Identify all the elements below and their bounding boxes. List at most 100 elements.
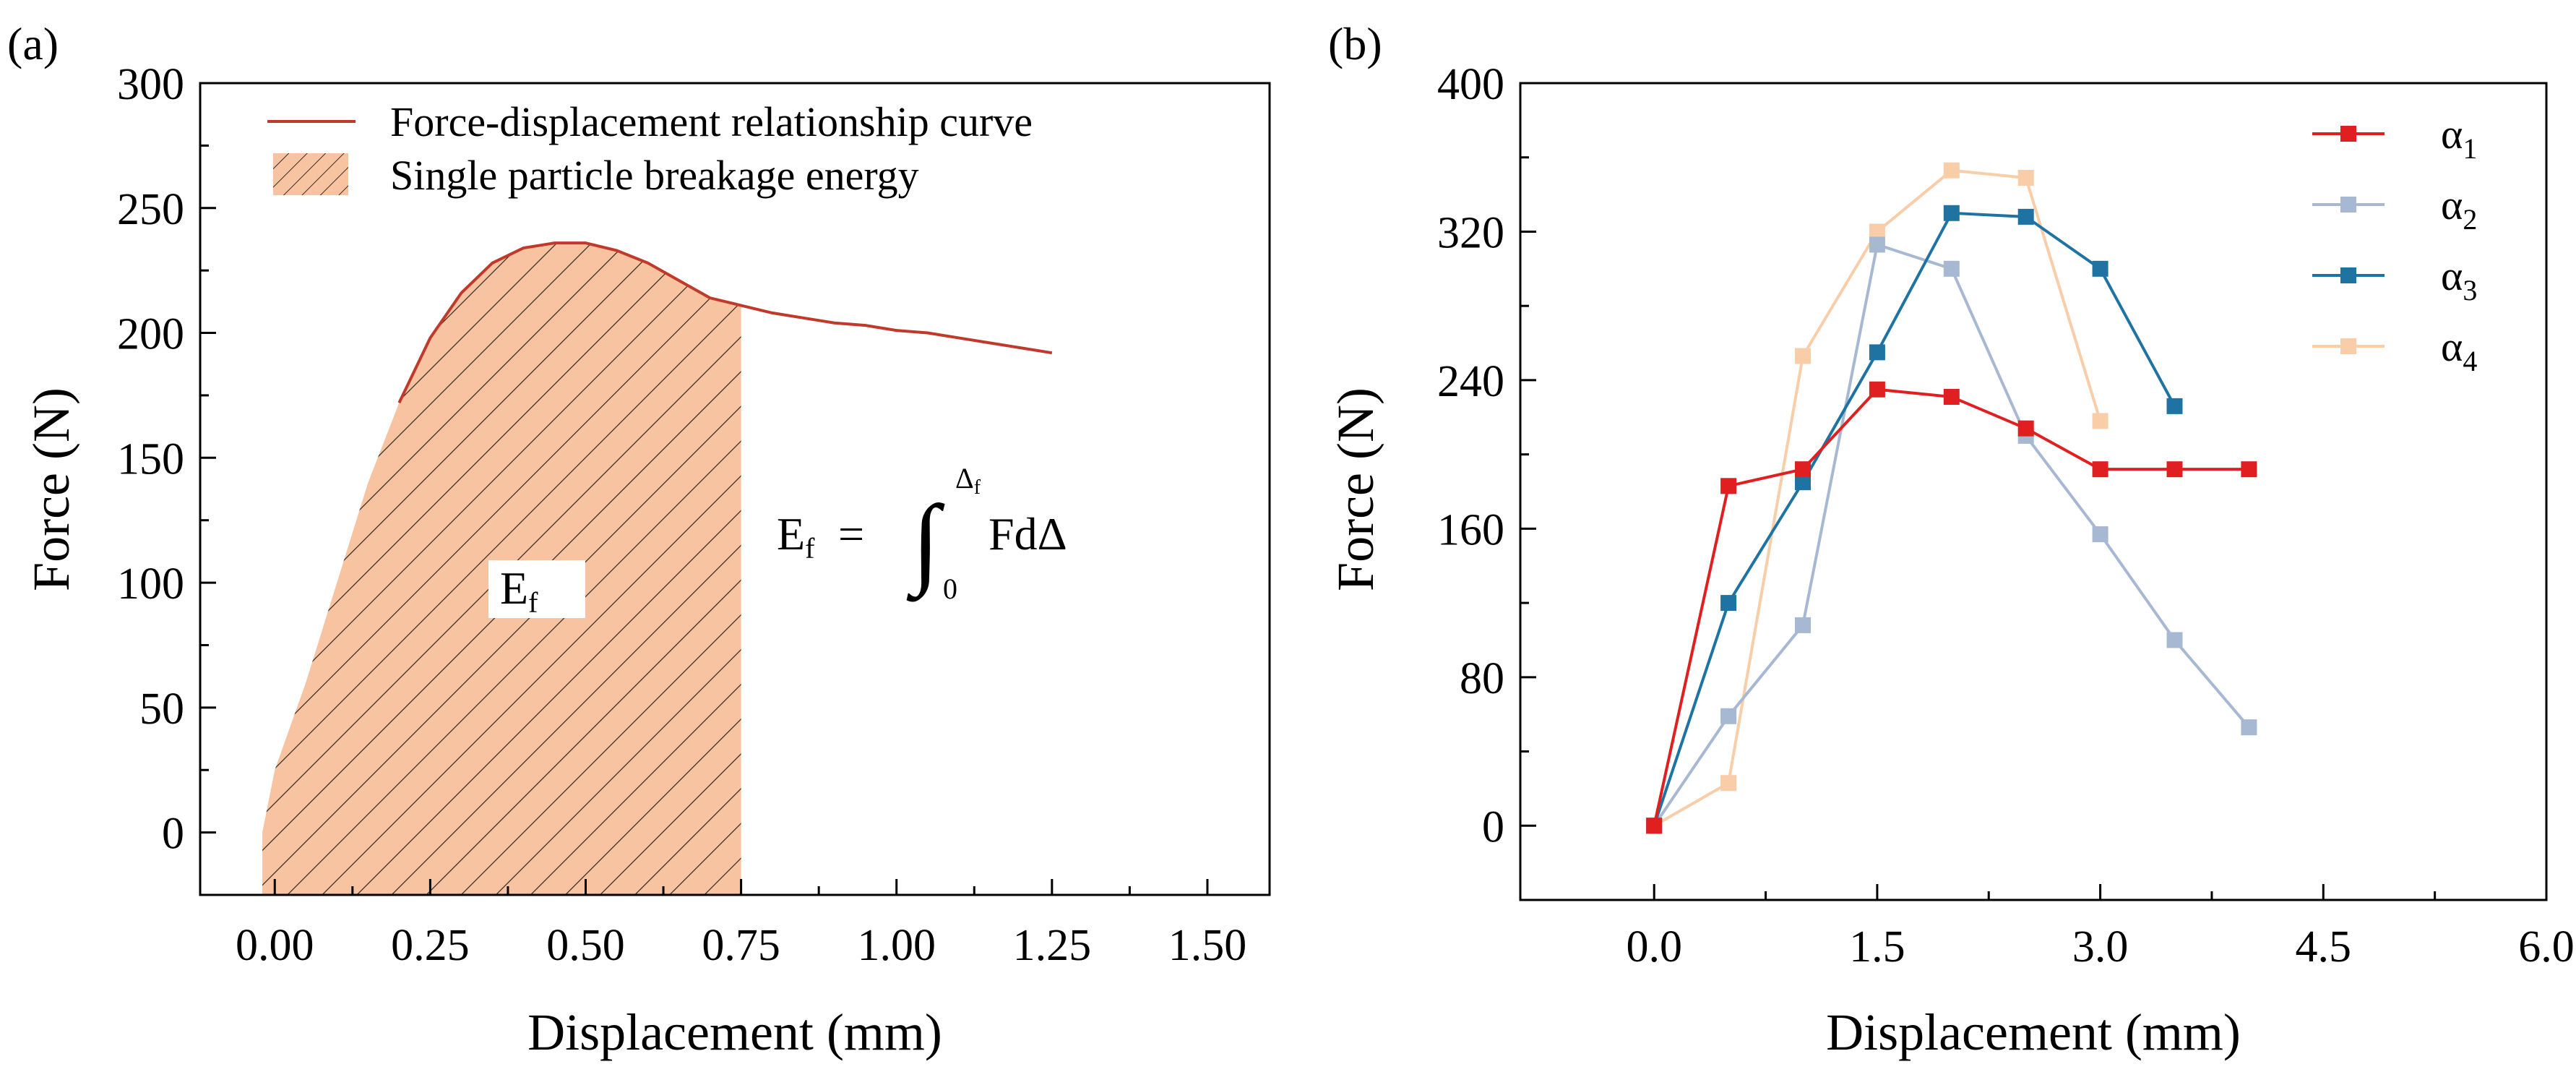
y-tick-label-a: 100 [117,559,184,609]
legend-a-area-swatch [273,153,348,195]
data-point-alpha-3 [1869,344,1885,361]
y-axis-b: 0 80 160 240 320 400 [1437,60,1536,852]
data-point-alpha-1 [1795,461,1812,478]
series-alpha-2 [1646,236,2257,834]
legend-label-alpha-1: α1 [2441,111,2477,165]
data-point-alpha-2 [1795,617,1812,633]
formula-lhs: Ef [777,508,815,565]
data-point-alpha-1 [1943,389,1960,406]
area-label-box: Ef [488,560,585,619]
legend-a: Force-displacement relationship curve Si… [267,98,1033,199]
chart-b: (b) 0.0 1.5 3.0 4.5 6.0 0 80 160 240 320 400 Disp… [1327,18,2575,1061]
series-alpha-1 [1646,381,2257,834]
formula-equals: = [838,508,864,559]
y-tick-label-a: 0 [162,810,184,859]
area-label-bg [488,560,585,618]
y-tick-label-b: 240 [1437,357,1504,406]
x-tick-label-a: 1.00 [857,921,936,970]
x-tick-label-a: 1.25 [1013,921,1092,970]
data-point-alpha-3 [1795,474,1812,491]
y-tick-label-a: 200 [117,310,184,359]
legend-a-area-label: Single particle breakage energy [390,152,919,199]
data-point-alpha-3 [1943,205,1960,221]
series-lines-b [1646,162,2257,834]
y-tick-label-a: 300 [117,60,184,109]
data-point-alpha-4 [1720,775,1737,792]
series-alpha-4 [1646,162,2108,834]
data-point-alpha-3 [2166,398,2183,414]
data-point-alpha-4 [1943,162,1960,179]
x-axis-title-b: Displacement (mm) [1826,1003,2241,1061]
x-tick-label-b: 6.0 [2518,922,2575,972]
data-point-alpha-1 [1869,381,1885,398]
chart-a: (a) 0.00 0.25 0.50 0.75 1.00 1.25 1.50 0 50 100 1… [7,18,1271,1061]
data-point-alpha-2 [2166,632,2183,648]
series-line-alpha-3 [1653,211,2176,826]
y-tick-label-b: 320 [1437,208,1504,257]
force-displacement-line [397,241,1053,404]
formula-body: FdΔ [988,508,1067,559]
x-tick-label-a: 1.50 [1168,921,1247,970]
area-label: Ef [500,562,538,619]
data-point-alpha-3 [1720,595,1737,612]
y-tick-label-a: 150 [117,434,184,484]
data-point-alpha-4 [1795,348,1812,364]
x-tick-label-a: 0.00 [236,921,314,970]
data-point-alpha-2 [2241,719,2257,736]
data-point-alpha-3 [2017,208,2034,225]
data-point-alpha-4 [2092,413,2108,429]
y-axis-title-b: Force (N) [1327,387,1384,591]
x-tick-label-b: 4.5 [2296,922,2352,972]
formula-upper-limit: Δf [955,462,981,499]
x-axis-title-a: Displacement (mm) [527,1003,942,1061]
legend-marker-alpha-4 [2340,338,2356,354]
data-point-alpha-3 [2092,260,2108,277]
x-axis-a: 0.00 0.25 0.50 0.75 1.00 1.25 1.50 [236,879,1246,970]
legend-label-alpha-4: α4 [2441,323,2477,377]
x-tick-label-a: 0.75 [702,921,780,970]
series-alpha-3 [1646,205,2183,834]
x-tick-label-b: 1.5 [1849,922,1905,972]
data-point-alpha-1 [2092,461,2108,478]
data-point-alpha-1 [1720,478,1737,494]
x-axis-b: 0.0 1.5 3.0 4.5 6.0 [1626,884,2575,972]
y-tick-label-b: 400 [1437,60,1504,109]
legend-b: α1 α2 α3 α4 [2312,111,2477,377]
data-point-alpha-4 [2017,169,2034,186]
x-tick-label-a: 0.50 [546,921,625,970]
data-point-alpha-1 [2017,420,2034,437]
y-tick-label-a: 250 [117,185,184,234]
x-tick-label-b: 3.0 [2072,922,2129,972]
series-line-alpha-2 [1653,242,2250,827]
data-point-alpha-2 [1943,260,1960,277]
plot-frame-b [1519,82,2548,901]
x-tick-label-a: 0.25 [391,921,470,970]
y-tick-label-b: 160 [1437,505,1504,554]
energy-formula: Ef = ∫ Δf 0 FdΔ [777,462,1067,605]
data-point-alpha-1 [2241,461,2257,478]
data-point-alpha-2 [2092,526,2108,543]
legend-label-alpha-2: α2 [2441,181,2477,236]
y-axis-title-a: Force (N) [22,387,80,591]
panel-b-label: (b) [1328,18,1382,69]
y-tick-label-a: 50 [139,685,184,734]
force-displacement-curve-a [397,241,1053,404]
data-point-alpha-4 [1869,223,1885,240]
legend-marker-alpha-2 [2340,197,2356,213]
formula-lower-limit: 0 [943,573,957,605]
x-tick-label-b: 0.0 [1626,922,1682,972]
formula-integral: ∫ [906,485,945,602]
plot-frame-a [199,82,1271,896]
data-point-alpha-2 [1869,236,1885,253]
y-axis-a: 0 50 100 150 200 250 300 [117,60,216,859]
data-point-alpha-1 [1646,818,1663,834]
data-point-alpha-1 [2166,461,2183,478]
legend-label-alpha-3: α3 [2441,252,2477,306]
legend-marker-alpha-3 [2340,267,2356,283]
data-point-alpha-2 [1720,708,1737,724]
y-tick-label-b: 80 [1460,654,1504,703]
panel-a-label: (a) [7,18,59,69]
y-tick-label-b: 0 [1482,802,1504,852]
legend-a-curve-label: Force-displacement relationship curve [390,98,1033,145]
